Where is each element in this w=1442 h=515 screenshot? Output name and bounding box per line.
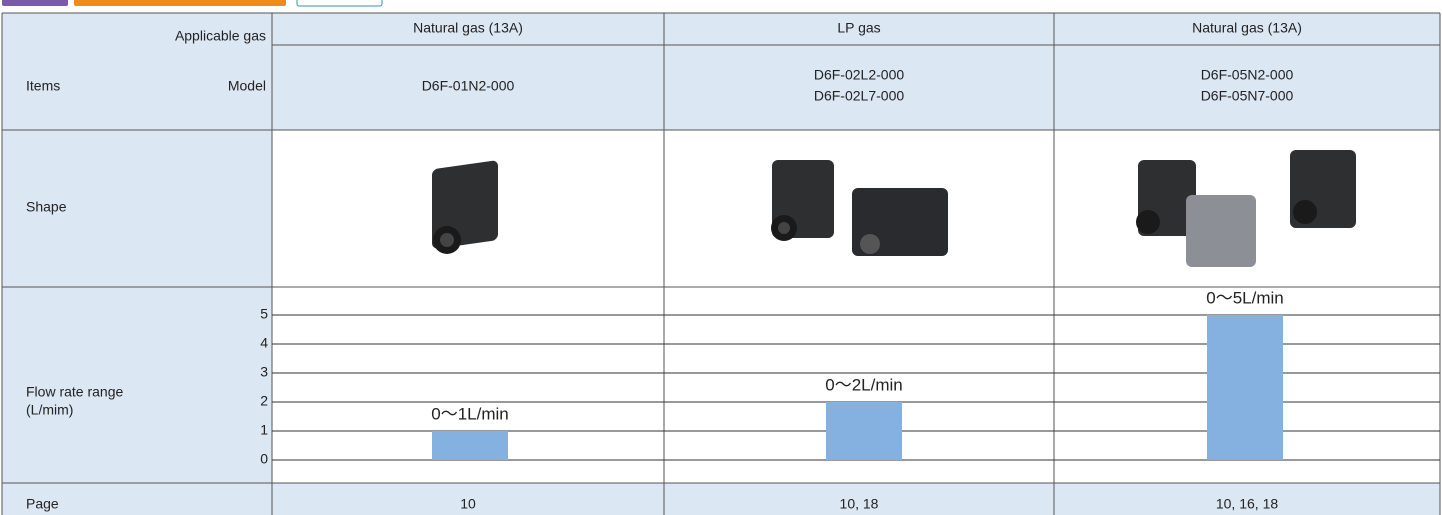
row-label: Shape (26, 199, 67, 215)
y-tick-label: 4 (260, 335, 268, 351)
bar (432, 431, 508, 460)
header-label: Model (228, 78, 266, 94)
tab (74, 0, 286, 6)
bar (1207, 315, 1283, 460)
model: D6F-02L2-000 (814, 67, 904, 83)
page-row-bg (2, 483, 1440, 515)
page-number: 10, 18 (840, 496, 879, 512)
value-label: 0〜2L/min (825, 375, 902, 394)
page-number: 10, 16, 18 (1216, 496, 1278, 512)
y-tick-label: 0 (260, 451, 268, 467)
product-image (432, 160, 498, 254)
product-image (1136, 150, 1356, 267)
gas-name: LP gas (837, 20, 880, 36)
y-tick-label: 1 (260, 422, 268, 438)
page-number: 10 (460, 496, 476, 512)
model: D6F-05N2-000 (1201, 67, 1294, 83)
tab (296, 0, 383, 7)
value-label: 0〜1L/min (431, 404, 508, 423)
header-bg (2, 13, 1440, 130)
row-label: Page (26, 496, 59, 512)
tab (2, 0, 68, 6)
model: D6F-02L7-000 (814, 88, 904, 104)
model: D6F-01N2-000 (422, 78, 515, 94)
header-label: Items (26, 78, 60, 94)
label-column-bg (2, 130, 272, 515)
row-label: (L/mim) (26, 402, 73, 418)
model: D6F-05N7-000 (1201, 88, 1294, 104)
gas-name: Natural gas (13A) (1192, 20, 1302, 36)
header-label: Applicable gas (175, 28, 266, 44)
y-tick-label: 3 (260, 364, 268, 380)
row-label: Flow rate range (26, 384, 123, 400)
value-label: 0〜5L/min (1206, 288, 1283, 307)
y-tick-label: 2 (260, 393, 268, 409)
bar (826, 402, 902, 460)
product-image (771, 160, 948, 256)
gas-name: Natural gas (13A) (413, 20, 523, 36)
y-tick-label: 5 (260, 306, 268, 322)
